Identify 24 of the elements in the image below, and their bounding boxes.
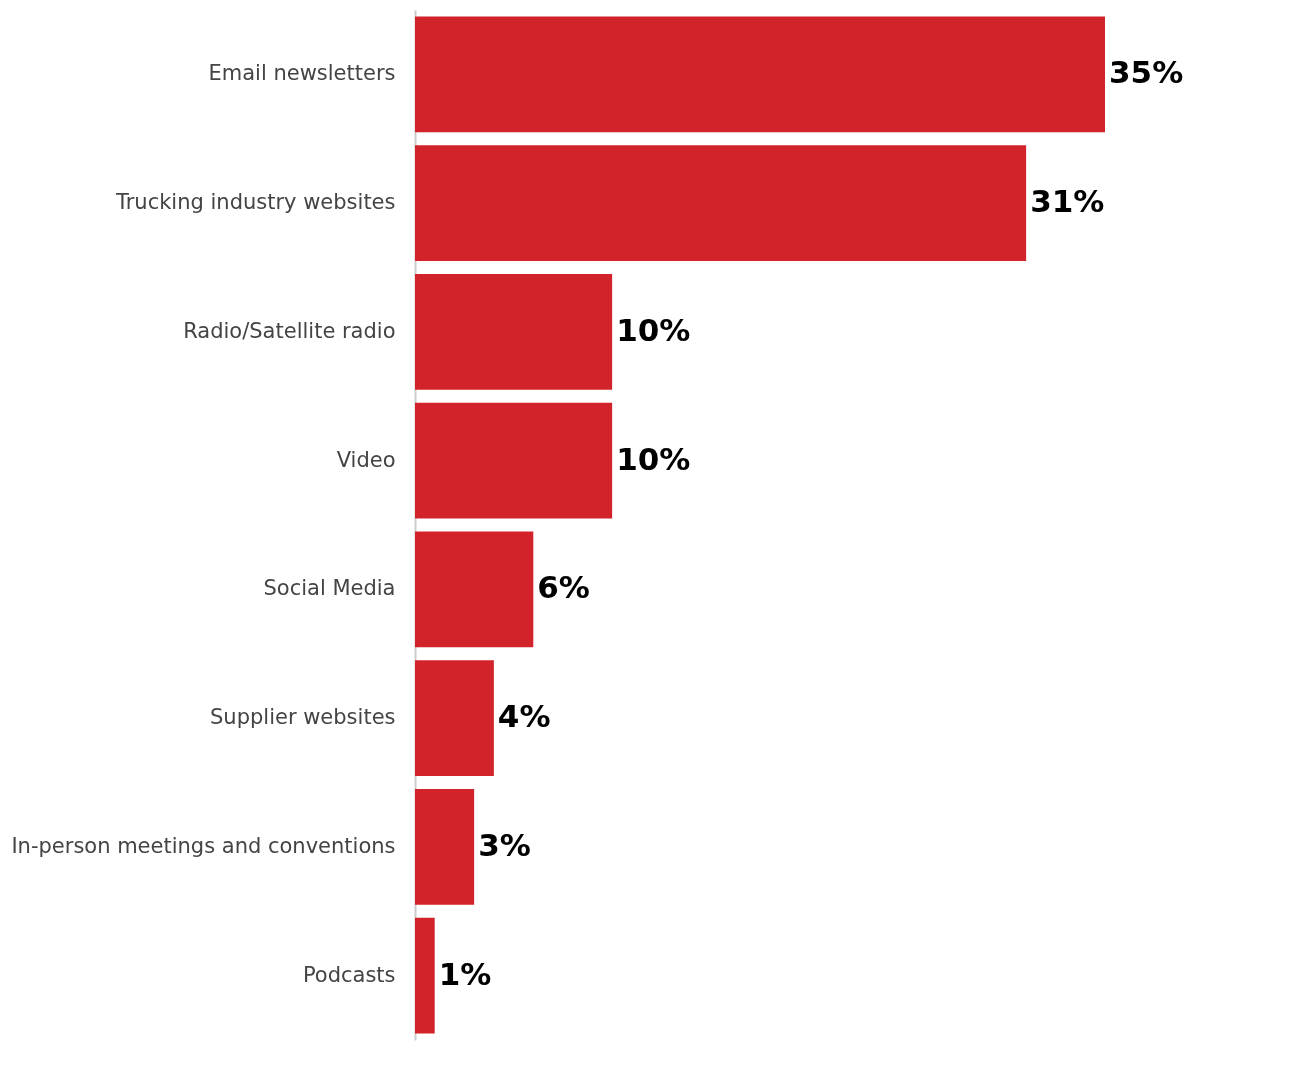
bar	[415, 788, 475, 905]
y-tick-label: Radio/Satellite radio	[183, 318, 396, 343]
y-tick-label: Email newsletters	[208, 61, 396, 86]
bar	[415, 402, 613, 519]
y-tick-label: Video	[336, 447, 396, 472]
data-label: 35%	[1109, 54, 1184, 91]
y-tick-label: Podcasts	[302, 962, 396, 987]
bar	[415, 145, 1027, 262]
y-tick-label: Supplier websites	[210, 705, 396, 730]
bar	[415, 917, 435, 1034]
y-tick-label: In-person meetings and conventions	[11, 833, 396, 858]
data-label: 3%	[478, 826, 531, 863]
y-tick-label: Social Media	[263, 576, 396, 601]
bar	[415, 273, 613, 390]
data-label: 31%	[1030, 183, 1105, 220]
data-label: 10%	[616, 440, 691, 477]
bar	[415, 660, 494, 777]
bar	[415, 531, 534, 648]
data-label: 4%	[497, 698, 551, 735]
data-label: 10%	[616, 311, 691, 348]
data-label: 6%	[537, 569, 590, 606]
data-label: 1%	[438, 955, 492, 992]
y-tick-label: Trucking industry websites	[114, 190, 396, 215]
bar	[415, 16, 1105, 133]
